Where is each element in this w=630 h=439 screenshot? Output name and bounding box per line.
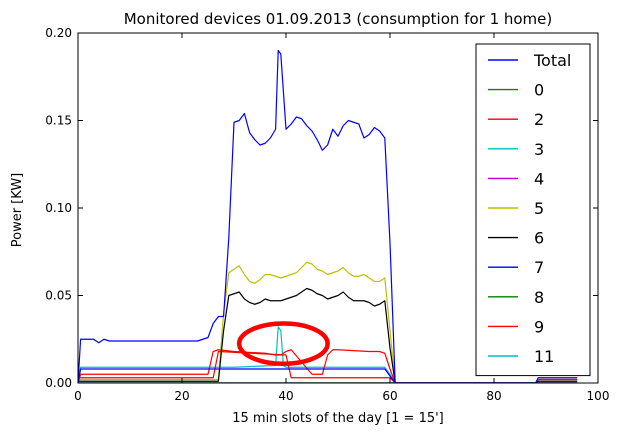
legend-label-7: 7 bbox=[534, 258, 544, 277]
y-tick-label: 0.15 bbox=[45, 114, 72, 128]
y-tick-label: 0.20 bbox=[45, 26, 72, 40]
legend-box bbox=[475, 43, 591, 377]
legend-label-4: 4 bbox=[534, 169, 544, 188]
series-line-Total bbox=[78, 49, 578, 383]
y-tick-label: 0.05 bbox=[45, 289, 72, 303]
legend-label-3: 3 bbox=[534, 140, 544, 159]
legend-label-0: 0 bbox=[534, 81, 544, 100]
series-line-5 bbox=[78, 261, 578, 383]
legend-label-11: 11 bbox=[534, 347, 554, 366]
legend-label-8: 8 bbox=[534, 288, 544, 307]
series-line-3 bbox=[78, 326, 578, 383]
x-tick-label: 0 bbox=[74, 389, 82, 403]
x-tick-label: 40 bbox=[278, 389, 293, 403]
series-line-9 bbox=[78, 349, 578, 383]
legend-label-Total: Total bbox=[533, 51, 571, 70]
x-tick-label: 100 bbox=[587, 389, 610, 403]
highlight-ellipse bbox=[236, 321, 330, 366]
series-lines bbox=[78, 49, 578, 383]
chart-title: Monitored devices 01.09.2013 (consumptio… bbox=[124, 10, 553, 28]
legend-label-2: 2 bbox=[534, 110, 544, 129]
series-line-7 bbox=[78, 368, 578, 383]
x-axis-label: 15 min slots of the day [1 = 15'] bbox=[232, 411, 444, 426]
series-line-2 bbox=[78, 350, 578, 383]
legend-label-5: 5 bbox=[534, 199, 544, 218]
x-tick-label: 80 bbox=[486, 389, 501, 403]
legend-label-6: 6 bbox=[534, 229, 544, 248]
y-tick-label: 0.00 bbox=[45, 376, 72, 390]
series-line-6 bbox=[78, 287, 578, 383]
x-tick-label: 60 bbox=[382, 389, 397, 403]
x-tick-label: 20 bbox=[174, 389, 189, 403]
y-tick-label: 0.10 bbox=[45, 201, 72, 215]
y-axis-label: Power [KW] bbox=[10, 173, 25, 248]
legend-label-9: 9 bbox=[534, 317, 544, 336]
legend: Total 0 2 3 4 5 6 7 8 9 11 bbox=[475, 43, 591, 377]
